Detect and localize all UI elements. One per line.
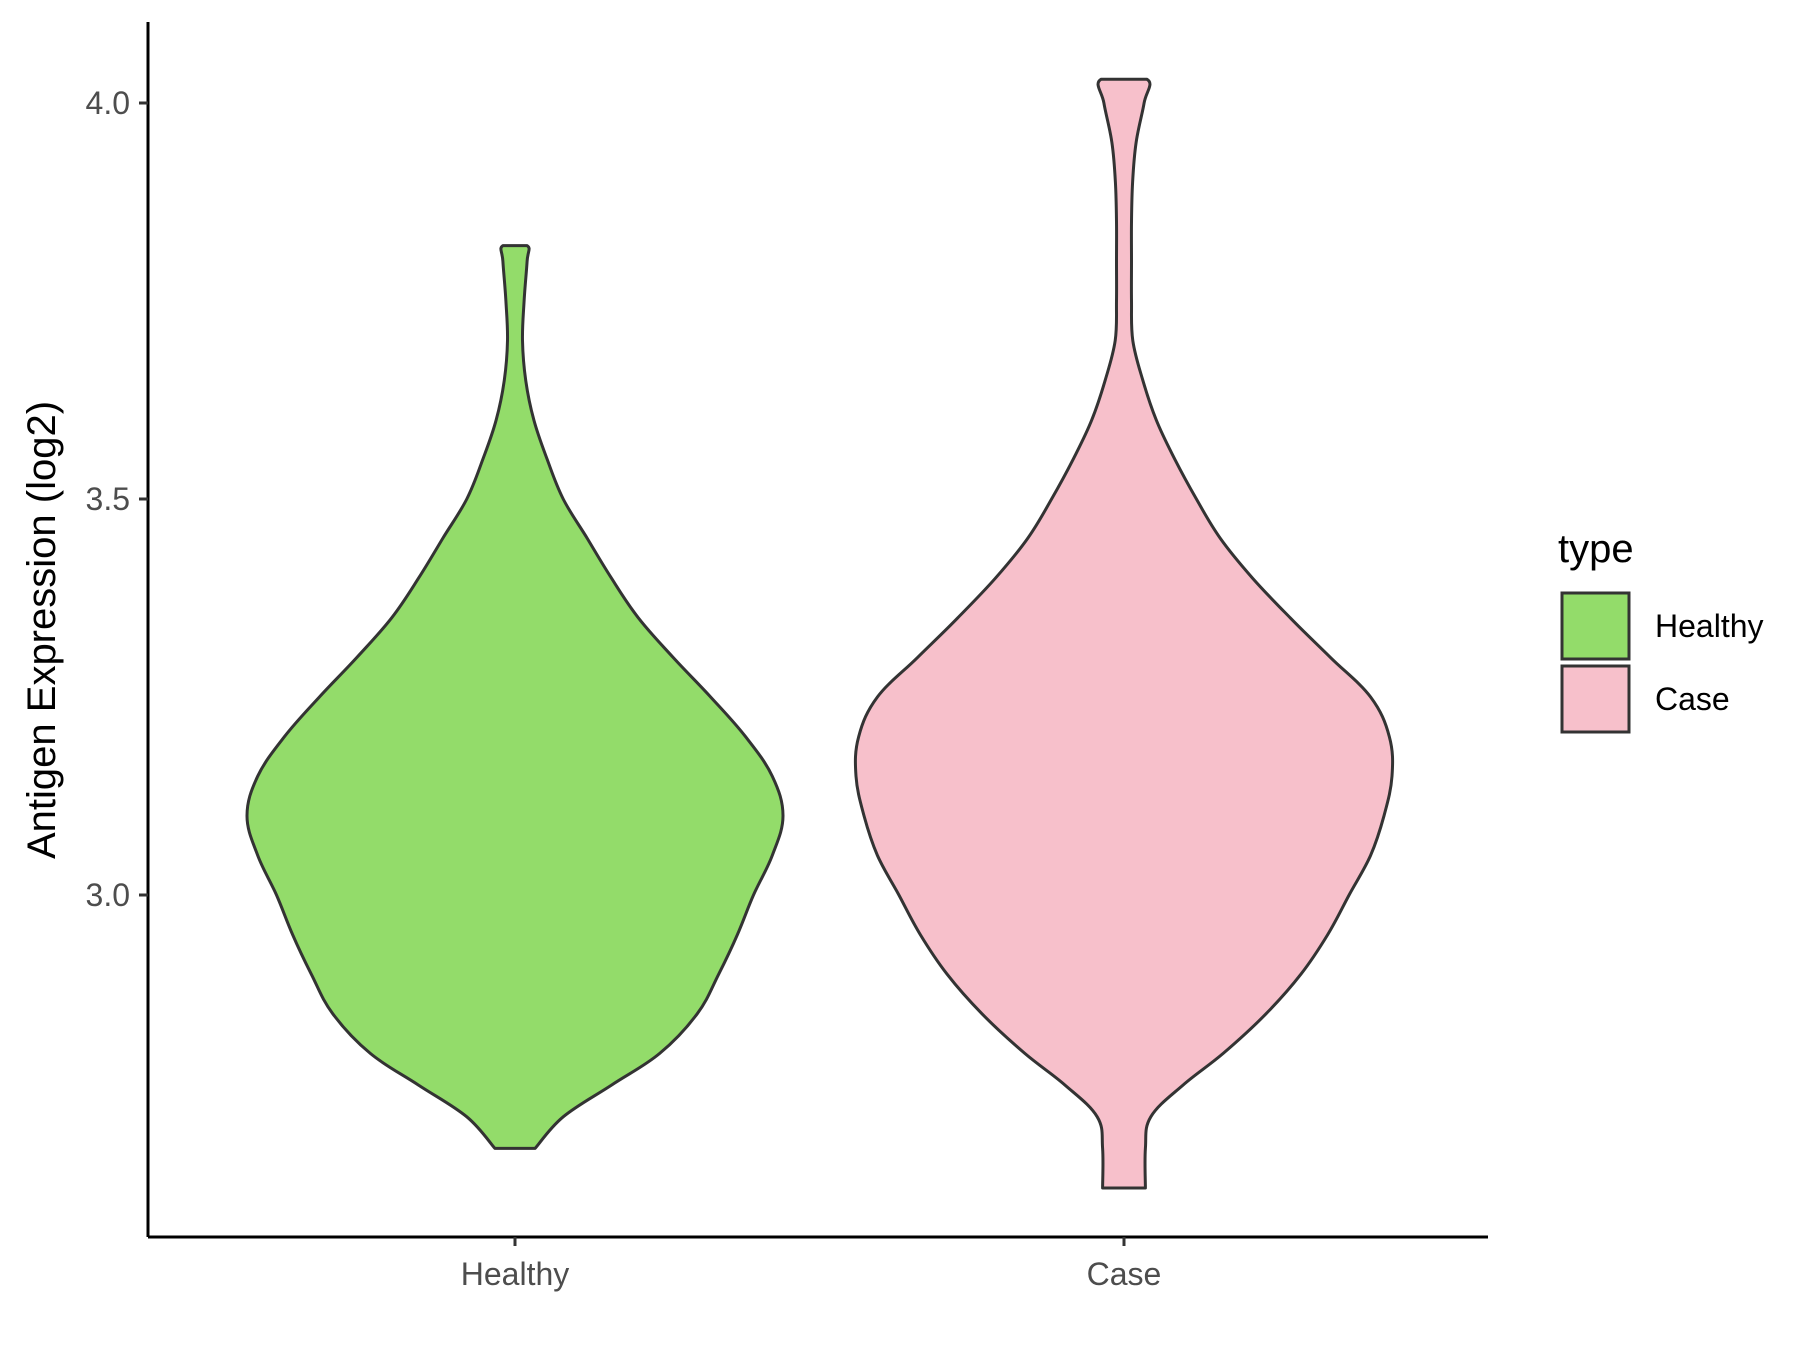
legend-swatch-case <box>1560 664 1631 734</box>
violins-layer <box>245 77 1395 1190</box>
legend: type Healthy Case <box>1558 527 1764 734</box>
x-ticks: Healthy Case <box>461 1237 1162 1292</box>
legend-swatch-healthy <box>1560 591 1631 661</box>
violin-case <box>853 77 1395 1190</box>
y-axis-title: Antigen Expression (log2) <box>20 401 64 859</box>
legend-label-healthy: Healthy <box>1655 608 1764 644</box>
violin-healthy <box>245 244 785 1150</box>
x-tick-label: Healthy <box>461 1256 570 1292</box>
legend-label-case: Case <box>1655 681 1730 717</box>
y-ticks: 3.0 3.5 4.0 <box>86 85 148 913</box>
y-tick-label: 3.0 <box>86 877 130 913</box>
y-tick-label: 3.5 <box>86 481 130 517</box>
axes-layer <box>146 22 1488 1239</box>
x-tick-label: Case <box>1087 1256 1162 1292</box>
legend-title: type <box>1558 527 1634 571</box>
y-tick-label: 4.0 <box>86 85 130 121</box>
